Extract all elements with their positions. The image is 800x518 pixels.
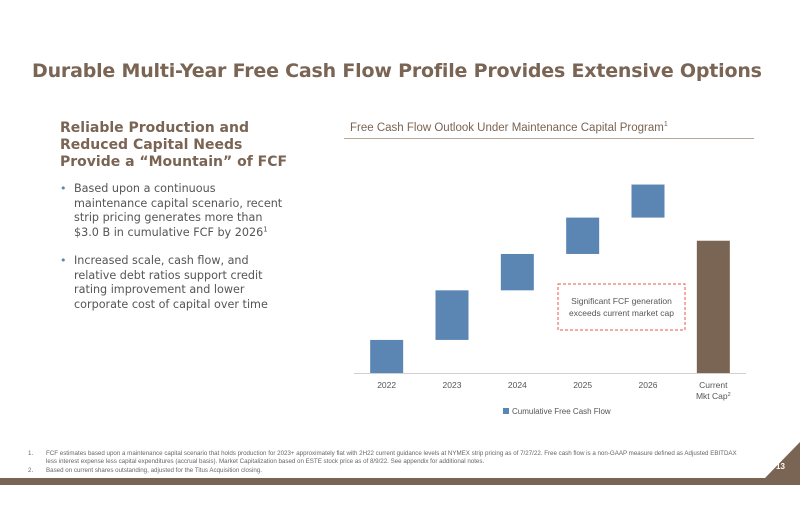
bullet-text: Based upon a continuous maintenance capi…: [74, 182, 283, 239]
x-tick-label: Current: [699, 380, 728, 390]
market-cap-bar: [696, 240, 730, 373]
page-title: Durable Multi-Year Free Cash Flow Profil…: [32, 60, 762, 82]
x-tick-label: 2024: [508, 380, 527, 390]
chart-title-rule: [344, 138, 754, 139]
bullet-text: Increased scale, cash flow, and relative…: [74, 254, 268, 311]
bullet-item: Increased scale, cash flow, and relative…: [60, 254, 290, 312]
bullet-footnote-ref: 1: [263, 224, 268, 233]
x-tick-label: 2023: [443, 380, 462, 390]
footnote-number: 1.: [28, 450, 34, 457]
fcf-bar-2026: [631, 184, 665, 218]
footnote-item: 1. FCF estimates based upon a maintenance…: [28, 450, 748, 467]
page-number-tab: [765, 442, 800, 478]
fcf-bar-2023: [435, 290, 469, 340]
x-tick-label: 2025: [573, 380, 592, 390]
bullet-list: Based upon a continuous maintenance capi…: [60, 182, 290, 326]
footnote-text: FCF estimates based upon a maintenance c…: [46, 450, 737, 466]
footnotes: 1. FCF estimates based upon a maintenance…: [28, 450, 748, 475]
fcf-bar-2022: [370, 339, 404, 373]
page-number: 13: [776, 462, 785, 471]
footnote-number: 2.: [28, 466, 34, 474]
x-tick-footnote-ref: 2: [728, 392, 731, 398]
x-tick-label-line2: Mkt Cap2: [696, 391, 731, 401]
fcf-bar-2025: [566, 217, 600, 254]
section-subhead: Reliable Production and Reduced Capital …: [60, 120, 288, 170]
legend-swatch: [503, 408, 509, 414]
annotation-text: Significant FCF generation: [571, 296, 672, 306]
chart-title-text: Free Cash Flow Outlook Under Maintenance…: [350, 122, 664, 134]
fcf-bar-2024: [500, 253, 534, 291]
chart-title-footnote-ref: 1: [663, 121, 668, 129]
legend-label: Cumulative Free Cash Flow: [512, 407, 611, 416]
bullet-item: Based upon a continuous maintenance capi…: [60, 182, 290, 240]
footnote-item: 2. Based on current shares outstanding, a…: [28, 467, 748, 475]
footnote-text: Based on current shares outstanding, adj…: [46, 466, 263, 474]
x-tick-label: 2022: [377, 380, 396, 390]
annotation-box: [557, 283, 686, 331]
annotation-text: exceeds current market cap: [569, 308, 674, 318]
bottom-bar: [0, 478, 800, 485]
x-tick-label: 2026: [639, 380, 658, 390]
chart-title: Free Cash Flow Outlook Under Maintenance…: [350, 121, 668, 134]
